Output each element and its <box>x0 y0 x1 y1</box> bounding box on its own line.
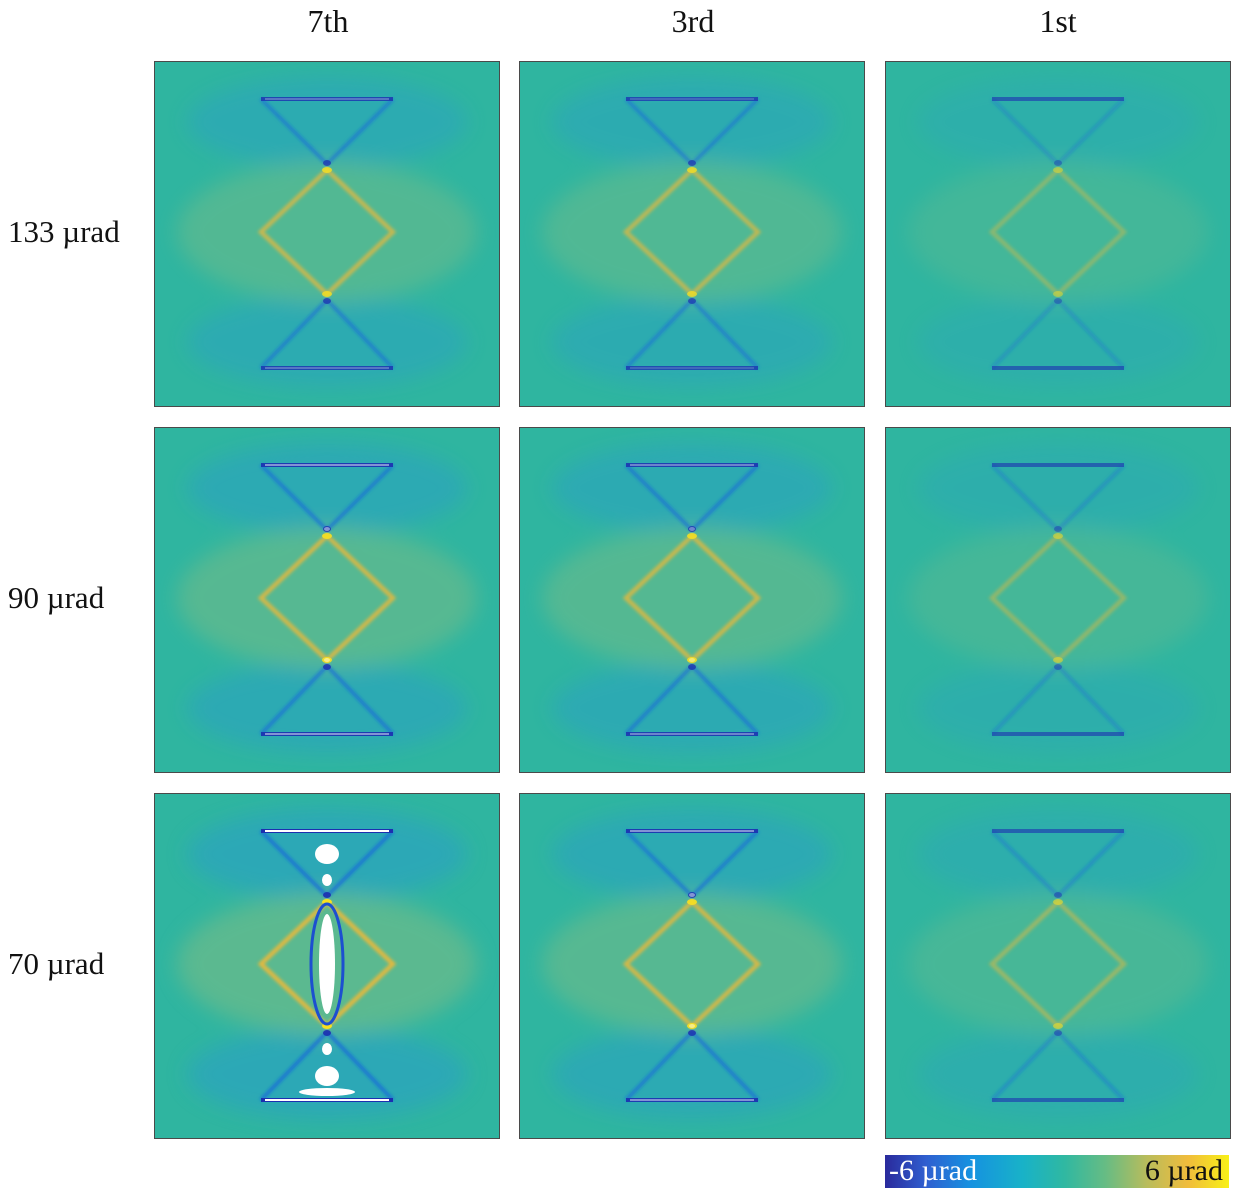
top-edge-line <box>992 97 1124 101</box>
top-edge-line <box>992 829 1124 833</box>
panel-r1-c2 <box>885 427 1231 773</box>
lower-tip-spot <box>322 657 332 663</box>
top-edge-line <box>992 463 1124 467</box>
bottom-edge-line <box>992 1098 1124 1102</box>
saturated-region <box>299 844 355 1096</box>
top-edge-line <box>626 829 758 833</box>
column-label-7th: 7th <box>307 3 349 39</box>
top-edge-line <box>261 97 393 101</box>
row-label-90-urad: 90 µrad <box>8 580 105 615</box>
lower-tip-spot <box>322 291 332 297</box>
upper-tip-spot <box>1053 899 1063 905</box>
upper-tip-spot <box>687 533 697 539</box>
upper-tip-spot <box>1053 533 1063 539</box>
bottom-edge-line <box>626 1098 758 1102</box>
colorbar-min-label: -6 µrad <box>889 1154 978 1187</box>
row-label-133-urad: 133 µrad <box>8 214 120 249</box>
lower-tip-spot <box>687 657 697 663</box>
column-label-3rd: 3rd <box>671 3 715 39</box>
bottom-edge-line <box>626 732 758 736</box>
lower-tip-spot <box>687 291 697 297</box>
colorbar-max-label: 6 µrad <box>1144 1154 1223 1187</box>
bottom-edge-line <box>992 732 1124 736</box>
lower-tip-spot <box>1053 1023 1063 1029</box>
panel-r2-c2 <box>885 793 1231 1139</box>
upper-tip-spot <box>687 167 697 173</box>
panel-r1-c1 <box>519 427 865 773</box>
panel-r2-c0 <box>154 793 500 1139</box>
upper-tip-spot <box>322 533 332 539</box>
panel-r1-c0 <box>154 427 500 773</box>
top-edge-line <box>261 463 393 467</box>
panel-r2-c1 <box>519 793 865 1139</box>
top-edge-line <box>626 97 758 101</box>
lower-tip-spot <box>1053 291 1063 297</box>
bottom-edge-line <box>261 366 393 370</box>
colorbar: -6 µrad 6 µrad <box>885 1154 1229 1188</box>
panel-r0-c2 <box>885 61 1231 407</box>
row-label-70-urad: 70 µrad <box>8 946 105 981</box>
column-label-1st: 1st <box>1039 3 1077 39</box>
bottom-edge-line <box>626 366 758 370</box>
lower-tip-spot <box>687 1023 697 1029</box>
bottom-edge-line <box>992 366 1124 370</box>
lower-tip-spot <box>1053 657 1063 663</box>
upper-tip-spot <box>322 167 332 173</box>
upper-tip-spot <box>687 899 697 905</box>
bottom-edge-line <box>261 732 393 736</box>
panel-r0-c1 <box>519 61 865 407</box>
top-edge-line <box>626 463 758 467</box>
upper-tip-spot <box>1053 167 1063 173</box>
panel-r0-c0 <box>154 61 500 407</box>
